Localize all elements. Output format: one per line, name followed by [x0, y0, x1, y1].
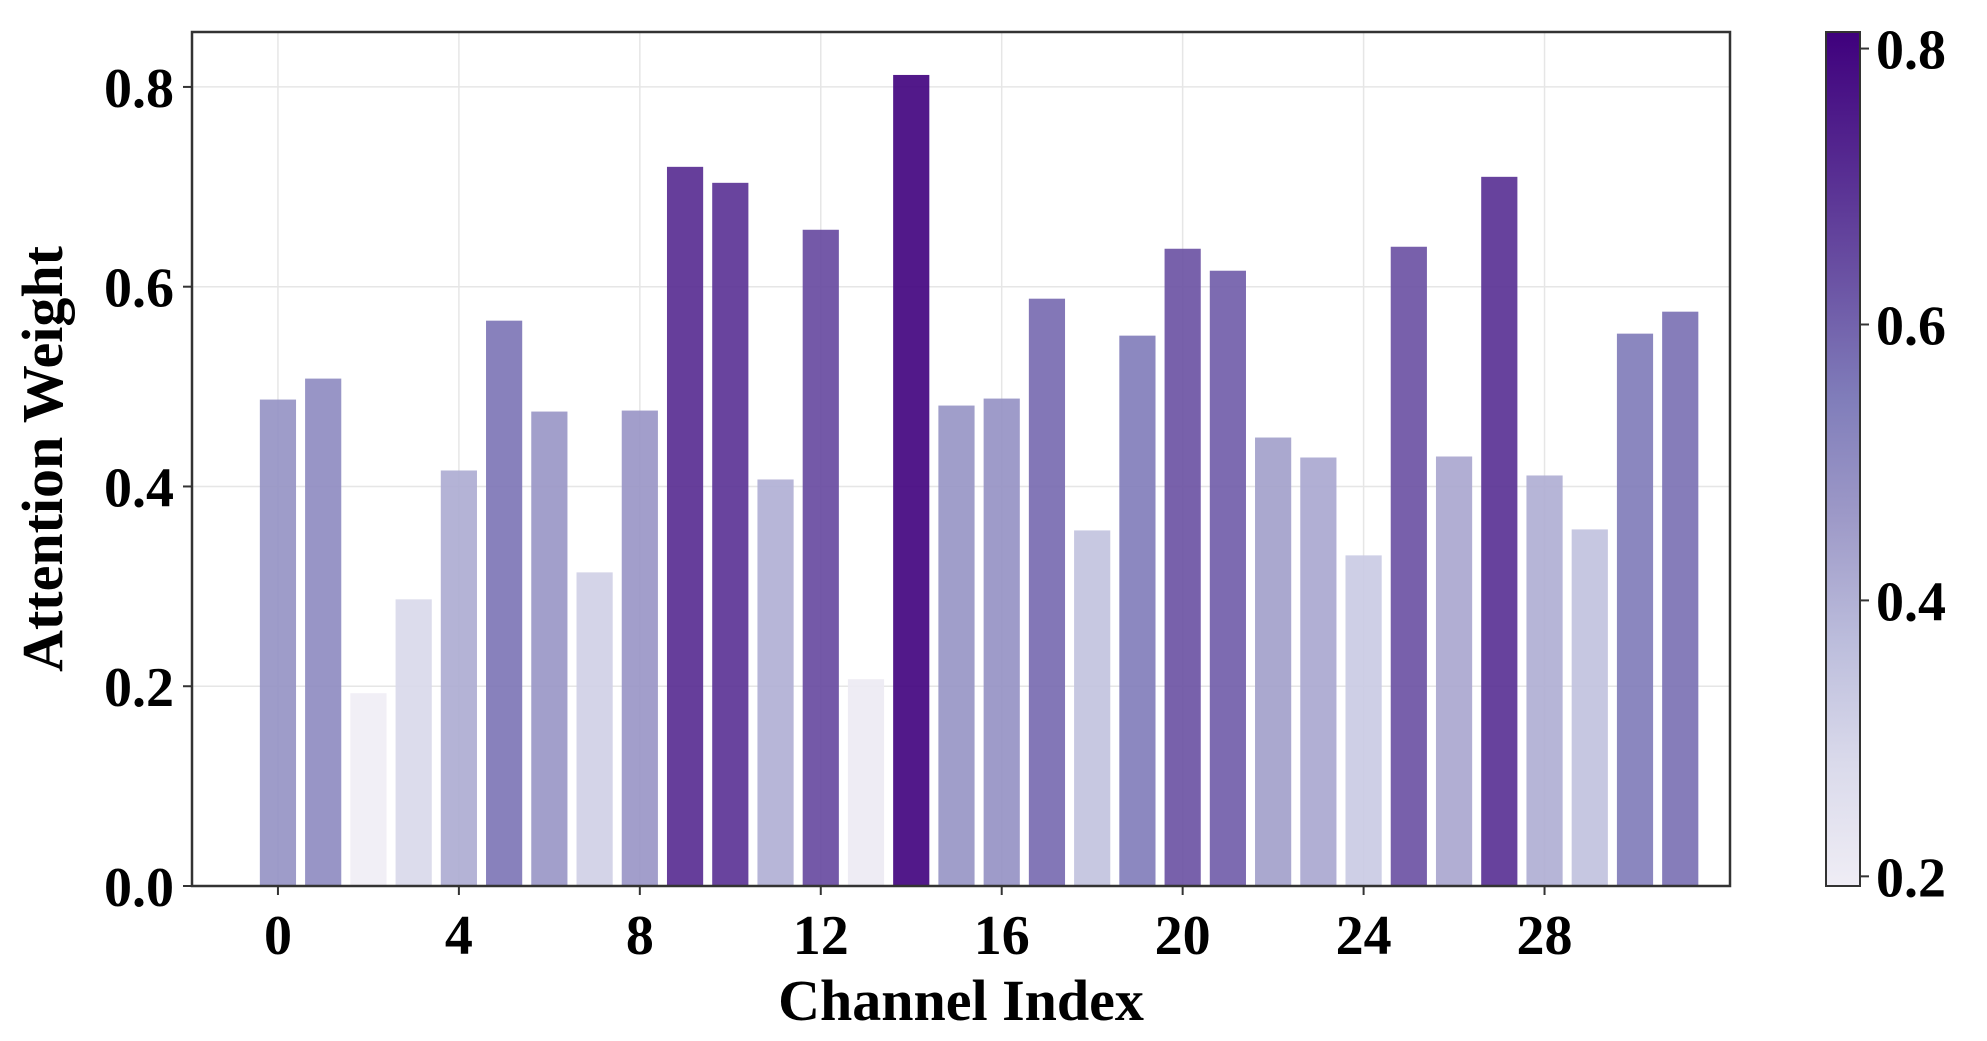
y-tick-label: 0.0 [104, 857, 174, 919]
x-axis-label: Channel Index [778, 968, 1144, 1033]
bar-channel-19 [1119, 335, 1156, 887]
bar-channel-8 [621, 410, 658, 886]
bar-channel-13 [847, 679, 885, 886]
x-axis-ticks: 0 4 8 12 16 20 24 28 [264, 886, 1573, 967]
x-tick-label: 0 [264, 905, 292, 967]
bar-channel-29 [1571, 529, 1608, 886]
bar-channel-3 [395, 599, 432, 886]
x-tick-label: 20 [1155, 905, 1211, 967]
bar-channel-2 [350, 693, 387, 886]
bar-channel-10 [712, 182, 749, 887]
colorbar: 0.2 0.4 0.6 0.8 [1825, 20, 1946, 909]
bars [259, 74, 1699, 887]
y-tick-label: 0.2 [104, 657, 174, 719]
bar-channel-20 [1164, 248, 1201, 886]
bar-channel-27 [1481, 176, 1518, 886]
x-tick-label: 24 [1336, 905, 1392, 967]
bar-channel-11 [757, 479, 794, 886]
bar-channel-4 [440, 470, 477, 886]
bar-channel-16 [983, 398, 1020, 886]
x-tick-label: 28 [1517, 905, 1573, 967]
bar-channel-23 [1300, 457, 1337, 886]
colorbar-tick-label: 0.6 [1876, 295, 1946, 357]
colorbar-tick-label: 0.2 [1876, 847, 1946, 909]
y-tick-label: 0.6 [104, 258, 174, 320]
bar-channel-12 [802, 229, 839, 886]
bar-channel-5 [486, 320, 523, 886]
y-tick-label: 0.8 [104, 58, 174, 120]
y-tick-label: 0.4 [104, 457, 174, 519]
bar-channel-21 [1209, 270, 1246, 886]
bar-channel-1 [305, 378, 342, 886]
bar-channel-9 [666, 166, 704, 886]
bar-channel-30 [1616, 333, 1654, 886]
colorbar-frame [1825, 31, 1861, 887]
colorbar-tick-label: 0.8 [1876, 20, 1946, 82]
bar-channel-25 [1390, 246, 1427, 886]
x-tick-label: 16 [974, 905, 1030, 967]
colorbar-gradient [1826, 32, 1860, 886]
bar-channel-31 [1662, 311, 1699, 887]
bar-channel-14 [893, 74, 930, 886]
bar-channel-15 [938, 405, 975, 886]
x-tick-label: 8 [626, 905, 654, 967]
x-tick-label: 4 [445, 905, 473, 967]
bar-channel-18 [1074, 530, 1111, 886]
bar-channel-24 [1345, 555, 1382, 886]
bar-channel-6 [531, 411, 568, 886]
bar-channel-7 [576, 572, 613, 886]
bar-channel-0 [259, 399, 297, 886]
bar-channel-28 [1526, 475, 1563, 886]
plot-frame [190, 30, 1732, 888]
bar-channel-22 [1255, 437, 1292, 886]
y-axis-label: Attention Weight [10, 245, 75, 672]
bar-channel-26 [1435, 456, 1473, 886]
x-tick-label: 12 [793, 905, 849, 967]
colorbar-tick-label: 0.4 [1876, 571, 1946, 633]
y-axis-ticks: 0.0 0.2 0.4 0.6 0.8 [104, 58, 192, 919]
bar-channel-17 [1028, 298, 1066, 886]
